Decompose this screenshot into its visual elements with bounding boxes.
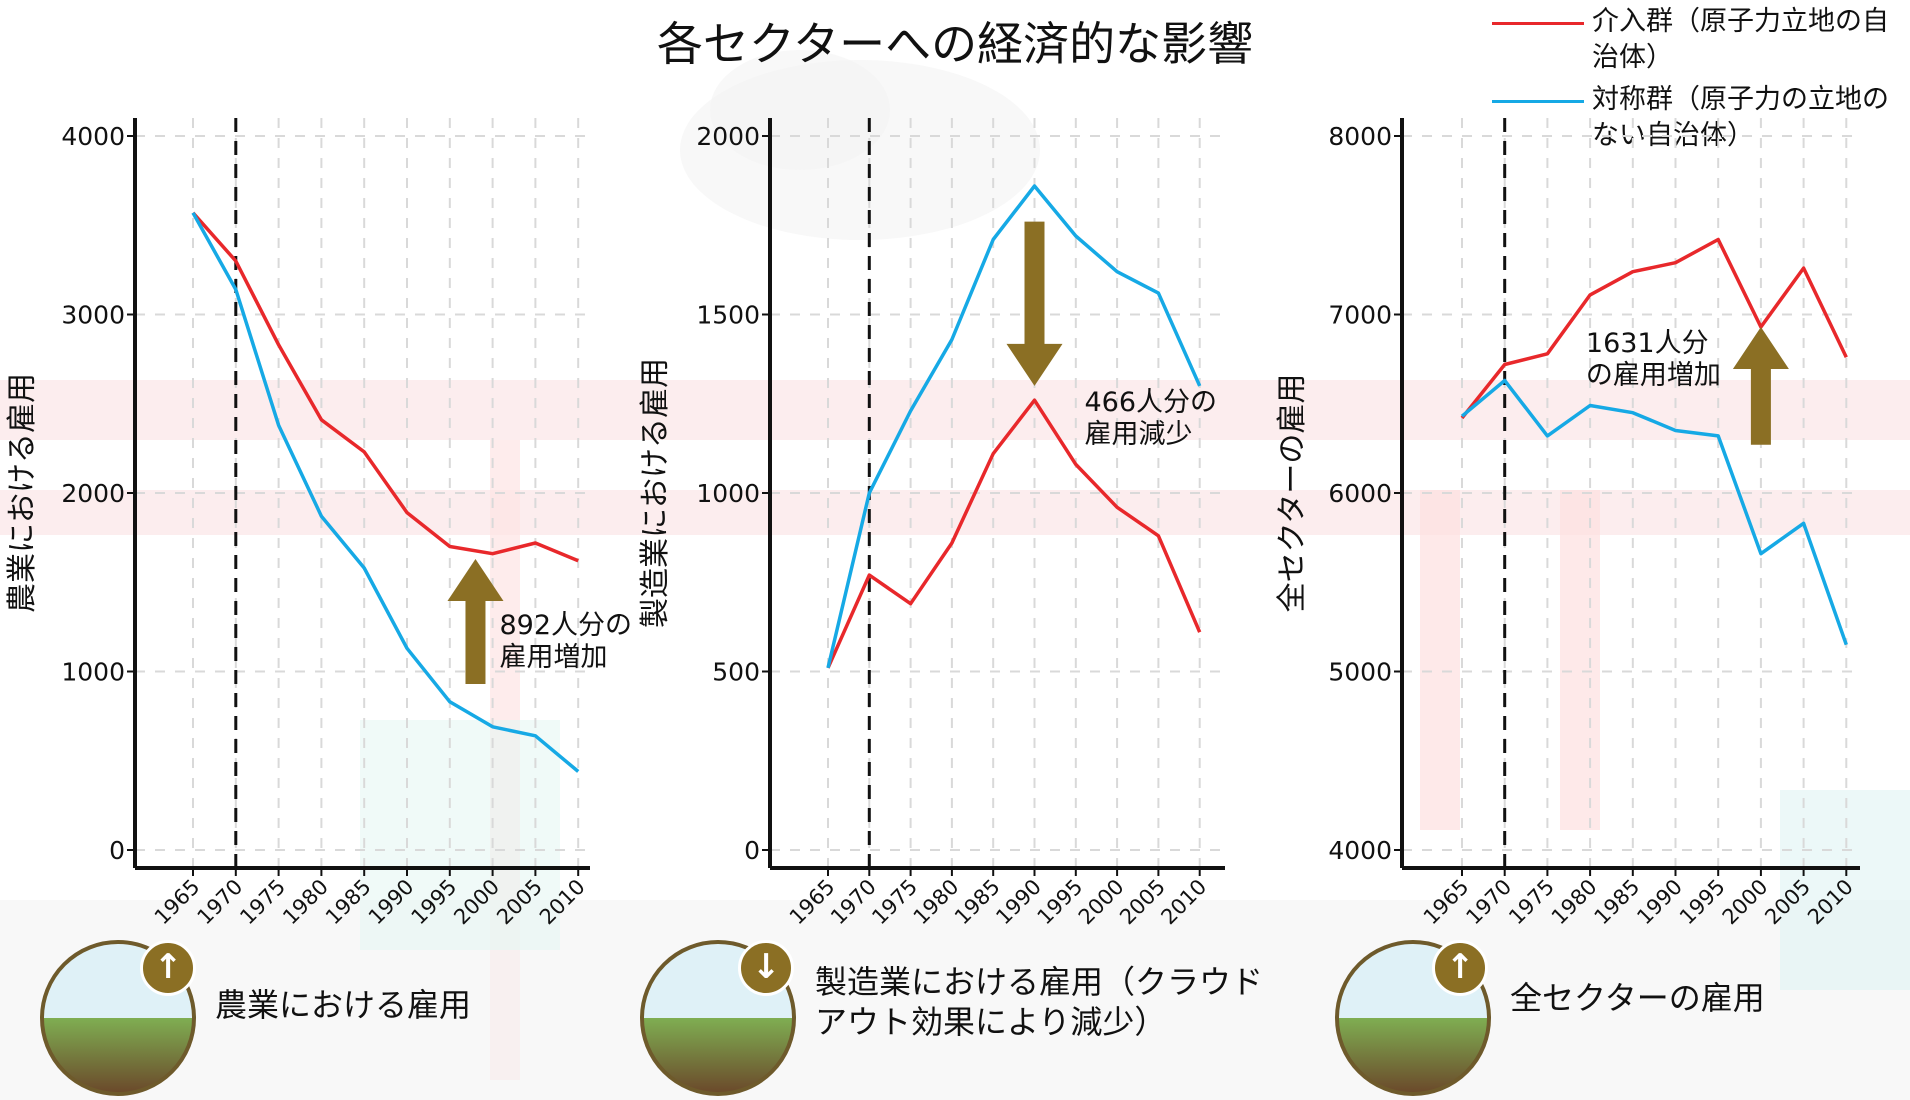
x-tick-label: 1965	[1419, 875, 1474, 930]
annotation-text: の雇用増加	[1586, 360, 1721, 391]
series-line-treatment	[826, 398, 1202, 669]
x-tick-label: 2005	[492, 875, 547, 930]
x-tick-label: 2005	[1115, 875, 1170, 930]
y-tick-label: 5000	[1328, 658, 1392, 687]
y-tick-label: 4000	[61, 122, 125, 151]
x-tick-label: 2000	[1718, 875, 1773, 930]
series-line-control	[1460, 378, 1848, 646]
y-tick-label: 500	[712, 658, 760, 687]
x-tick-label: 2010	[1156, 875, 1211, 930]
annotation-text: 892人分の	[499, 610, 632, 641]
y-tick-label: 1000	[61, 658, 125, 687]
x-tick-label: 1980	[1547, 875, 1602, 930]
y-tick-label: 2000	[696, 122, 760, 151]
x-tick-label: 1965	[150, 875, 205, 930]
arrow-down-icon: ↓	[738, 940, 794, 996]
x-tick-label: 1985	[321, 875, 376, 930]
legend-label-treatment: 介入群（原子力立地の自治体）	[1592, 6, 1889, 73]
x-tick-label: 2000	[1074, 875, 1129, 930]
x-tick-label: 1990	[364, 875, 419, 930]
annotation-text: 雇用減少	[1085, 419, 1193, 450]
x-tick-label: 1985	[1590, 875, 1645, 930]
chart-panel-3: 4000 5000 6000 7000 8000 19651970197519801985…	[1275, 118, 1860, 929]
x-tick-label: 1970	[826, 875, 881, 930]
x-tick-label: 1995	[1033, 875, 1088, 930]
arrow-up-icon: ↑	[1432, 940, 1488, 996]
x-tick-label: 1980	[909, 875, 964, 930]
legend-swatch-treatment	[1492, 22, 1584, 25]
y-tick-label: 2000	[61, 479, 125, 508]
y-axis-label: 製造業における雇用	[638, 358, 673, 628]
y-tick-label: 8000	[1328, 122, 1392, 151]
panel-label-all-sectors: 全セクターの雇用	[1510, 979, 1765, 1017]
series-line-control	[191, 211, 580, 773]
x-tick-label: 1975	[1504, 875, 1559, 930]
x-tick-label: 2005	[1760, 875, 1815, 930]
chart-panel-1: 0100020003000400019651970197519801985199…	[5, 118, 632, 929]
x-tick-label: 1970	[1461, 875, 1516, 930]
x-tick-label: 1970	[193, 875, 248, 930]
y-tick-label: 6000	[1328, 479, 1392, 508]
annotation-arrow	[1732, 326, 1789, 445]
y-tick-label: 1000	[696, 479, 760, 508]
arrow-up-icon: ↑	[140, 940, 196, 996]
chart-title: 各セクターへの経済的な影響	[656, 17, 1254, 71]
y-tick-label: 0	[744, 836, 760, 865]
x-tick-label: 2000	[449, 875, 504, 930]
forklift-warehouse-icon	[1335, 940, 1491, 1096]
y-axis-label: 農業における雇用	[5, 373, 40, 613]
y-tick-label: 7000	[1328, 301, 1392, 330]
y-tick-label: 1500	[696, 301, 760, 330]
y-axis-label: 全セクターの雇用	[1275, 374, 1310, 613]
panel-label-agriculture: 農業における雇用	[215, 986, 472, 1024]
legend-swatch-control	[1492, 100, 1584, 103]
x-tick-label: 1980	[278, 875, 333, 930]
x-tick-label: 1990	[991, 875, 1046, 930]
annotation-text: 雇用増加	[499, 642, 607, 673]
x-tick-label: 1975	[867, 875, 922, 930]
x-tick-label: 2010	[535, 875, 590, 930]
x-tick-label: 1975	[235, 875, 290, 930]
x-tick-label: 2010	[1803, 875, 1858, 930]
series-line-treatment	[1460, 237, 1848, 420]
annotation-arrow	[1006, 221, 1063, 386]
y-tick-label: 3000	[61, 301, 125, 330]
y-tick-label: 4000	[1328, 836, 1392, 865]
series-line-treatment	[191, 211, 579, 563]
x-tick-label: 1995	[1675, 875, 1730, 930]
legend-label-control: 対称群（原子力の立地のない自治体）	[1592, 84, 1889, 151]
panel-label-manufacturing: 製造業における雇用（クラウドアウト効果により減少）	[815, 963, 1264, 1041]
annotation-text: 466人分の	[1085, 387, 1218, 418]
y-tick-label: 0	[109, 836, 125, 865]
series-line-control	[826, 184, 1202, 669]
annotation-text: 1631人分	[1586, 328, 1709, 359]
x-tick-label: 1965	[785, 875, 840, 930]
x-tick-label: 1985	[950, 875, 1005, 930]
chart-panel-2: 0 500 1000 1500 2000 196519701975198019851990…	[638, 118, 1225, 929]
x-tick-label: 1995	[407, 875, 462, 930]
x-tick-label: 1990	[1632, 875, 1687, 930]
annotation-arrow	[447, 559, 504, 684]
